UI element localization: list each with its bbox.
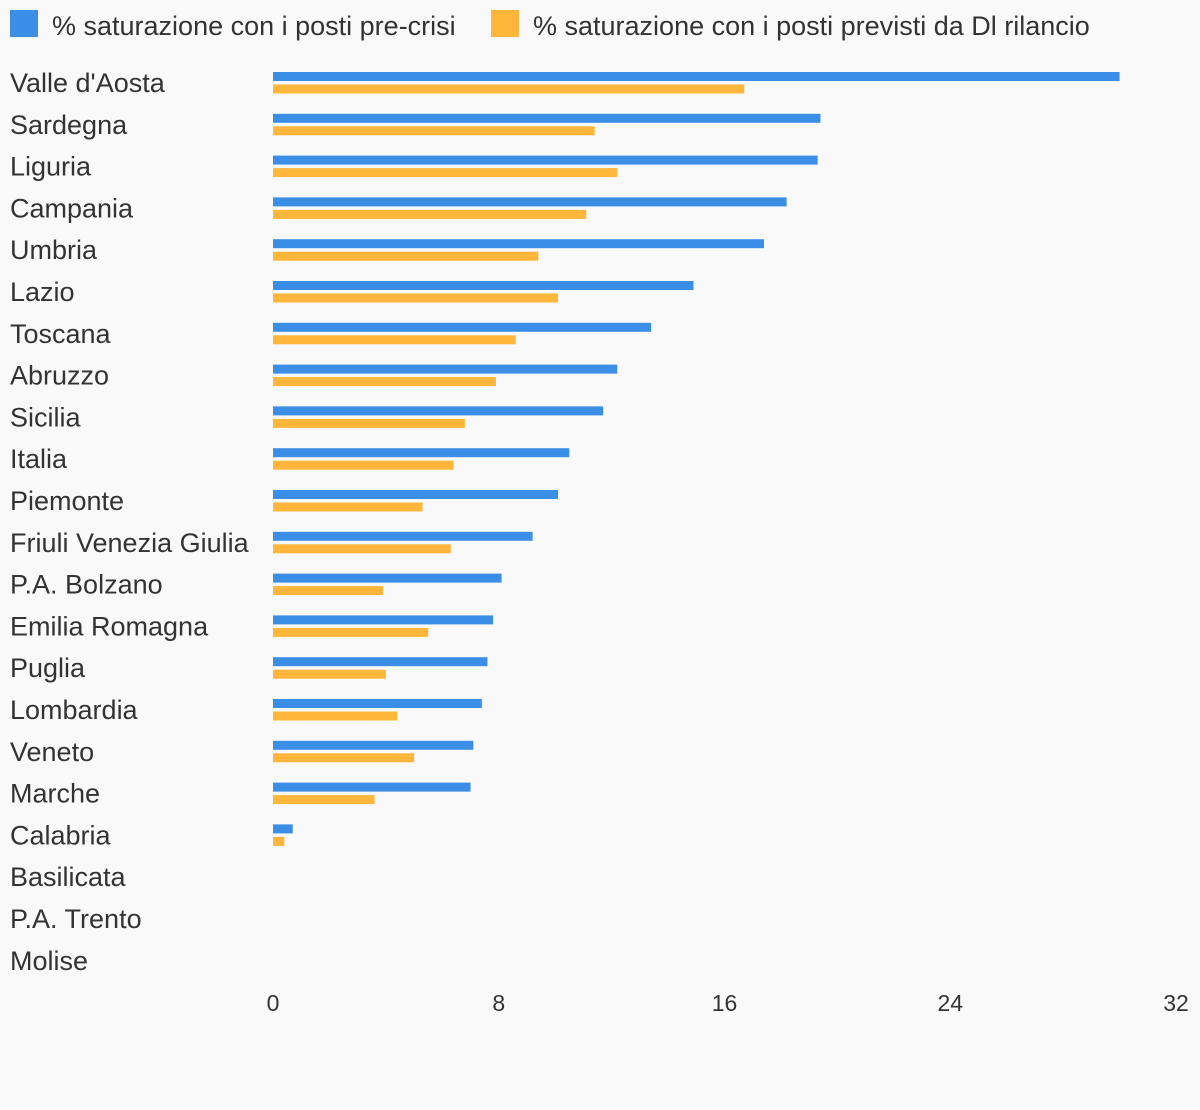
category-label: Molise [10,946,88,976]
category-label: Lombardia [10,695,139,725]
bar-dl-rilancio [273,418,465,428]
bar-pre-crisi [273,824,293,834]
bar-dl-rilancio [273,836,285,846]
bar-pre-crisi [273,239,765,249]
category-label: Italia [10,444,68,474]
category-label: P.A. Trento [10,904,142,934]
category-row: P.A. Bolzano [10,570,502,600]
category-label: P.A. Bolzano [10,570,163,600]
category-row: Marche [10,779,471,809]
bar-pre-crisi [273,657,488,667]
category-row: Abruzzo [10,361,618,391]
bar-dl-rilancio [273,669,386,679]
bar-pre-crisi [273,322,652,332]
category-row: Valle d'Aosta [10,68,1120,98]
category-row: Molise [10,946,88,976]
x-tick-label: 24 [937,990,963,1016]
category-label: Umbria [10,235,98,265]
bar-pre-crisi [273,490,559,499]
category-label: Abruzzo [10,361,109,391]
bar-dl-rilancio [273,84,745,94]
bar-pre-crisi [273,281,694,290]
category-row: Toscana [10,319,652,349]
bar-pre-crisi [273,531,533,541]
category-label: Piemonte [10,486,124,516]
category-row: Puglia [10,653,488,683]
bar-dl-rilancio [273,795,375,805]
category-row: Umbria [10,235,765,265]
category-label: Sardegna [10,110,128,140]
category-row: Sicilia [10,402,604,432]
category-label: Puglia [10,653,86,683]
chart-rows: Valle d'Aosta Sardegna Liguria Campania Umbr… [10,68,1120,976]
bar-pre-crisi [273,72,1120,81]
bar-pre-crisi [273,782,471,792]
bar-dl-rilancio [273,335,516,345]
x-tick-label: 16 [712,990,738,1016]
bar-dl-rilancio [273,711,398,721]
category-label: Veneto [10,737,94,767]
category-label: Sicilia [10,402,82,432]
category-row: Basilicata [10,862,127,892]
category-label: Campania [10,193,134,223]
bar-pre-crisi [273,155,818,165]
bar-dl-rilancio [273,293,559,303]
category-row: Friuli Venezia Giulia [10,528,533,558]
x-axis: 0 8 16 24 32 [267,990,1189,1016]
bar-pre-crisi [273,113,821,123]
category-label: Marche [10,779,100,809]
bar-dl-rilancio [273,460,454,470]
bar-dl-rilancio [273,502,423,512]
bar-pre-crisi [273,573,502,583]
bar-dl-rilancio [273,126,595,136]
x-tick-label: 0 [267,990,280,1016]
category-row: Piemonte [10,486,559,516]
bar-dl-rilancio [273,627,429,637]
category-row: Veneto [10,737,474,767]
bar-pre-crisi [273,364,618,374]
x-tick-label: 32 [1163,990,1189,1016]
category-row: Liguria [10,152,818,182]
category-row: Lombardia [10,695,482,725]
category-label: Liguria [10,152,92,182]
legend-swatch-dl-rilancio [491,10,519,37]
bar-dl-rilancio [273,544,451,554]
bar-pre-crisi [273,448,570,458]
category-row: P.A. Trento [10,904,142,934]
bar-pre-crisi [273,740,474,750]
category-label: Valle d'Aosta [10,68,166,98]
bar-pre-crisi [273,197,787,207]
category-row: Lazio [10,277,694,307]
bar-pre-crisi [273,406,604,416]
x-tick-label: 8 [492,990,505,1016]
category-label: Basilicata [10,862,127,892]
legend-swatch-pre-crisi [10,10,38,37]
category-label: Toscana [10,319,112,349]
legend-label-pre-crisi: % saturazione con i posti pre-crisi [52,11,456,41]
category-row: Emilia Romagna [10,611,494,641]
bar-pre-crisi [273,615,494,625]
bar-dl-rilancio [273,586,384,596]
legend-label-dl-rilancio: % saturazione con i posti previsti da Dl… [533,11,1090,41]
bar-dl-rilancio [273,753,415,763]
bar-dl-rilancio [273,168,618,178]
category-row: Italia [10,444,570,474]
category-row: Sardegna [10,110,821,140]
category-label: Emilia Romagna [10,611,209,641]
bar-dl-rilancio [273,377,496,387]
category-row: Calabria [10,820,293,850]
bar-pre-crisi [273,699,482,708]
legend: % saturazione con i posti pre-crisi % sa… [10,10,1090,41]
category-label: Calabria [10,820,112,850]
category-row: Campania [10,193,787,223]
category-label: Lazio [10,277,75,307]
bar-dl-rilancio [273,251,539,261]
category-label: Friuli Venezia Giulia [10,528,250,558]
bar-dl-rilancio [273,209,587,219]
